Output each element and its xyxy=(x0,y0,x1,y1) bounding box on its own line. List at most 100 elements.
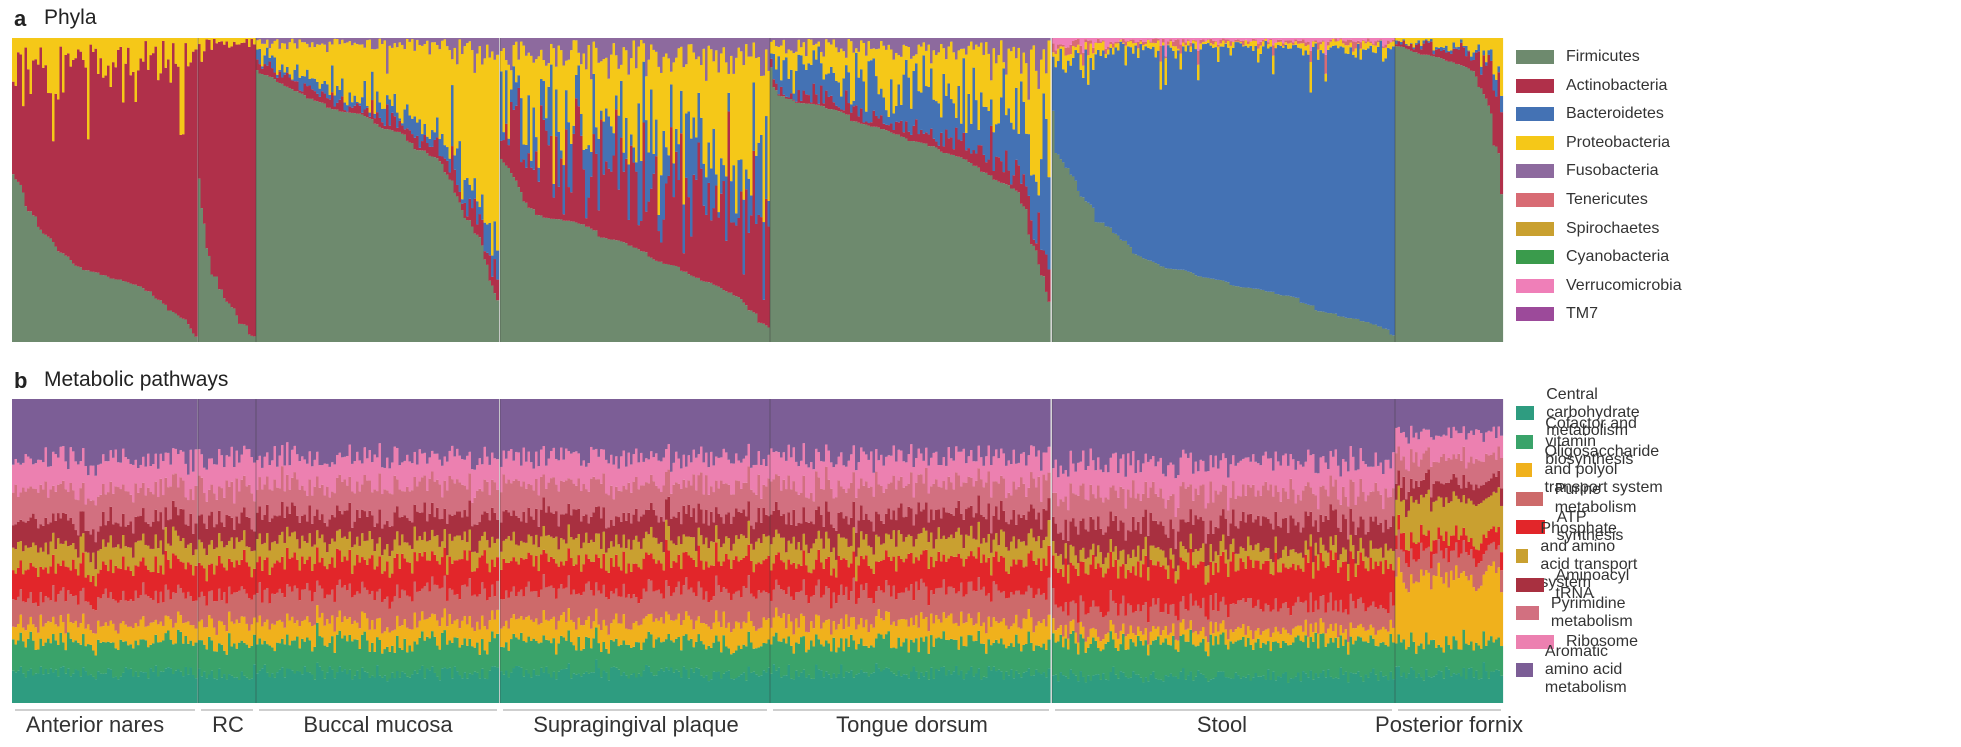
bar-segment xyxy=(680,90,684,134)
bar-segment xyxy=(897,122,901,135)
bar-segment xyxy=(930,63,934,69)
bar-segment xyxy=(1035,181,1039,244)
bar-segment xyxy=(1377,38,1381,41)
bar-segment xyxy=(266,65,270,76)
bar-segment xyxy=(770,67,774,342)
bar-segment xyxy=(1362,39,1366,41)
bar-segment xyxy=(542,60,546,82)
bar-segment xyxy=(972,38,976,50)
bar-segment xyxy=(575,509,579,539)
bar-segment xyxy=(283,542,287,570)
bar-segment xyxy=(466,220,470,342)
bar-segment xyxy=(225,399,229,456)
bar-segment xyxy=(189,640,193,668)
bar-segment xyxy=(1329,41,1333,48)
bar-segment xyxy=(685,271,689,342)
bar-segment xyxy=(505,590,509,621)
bar-segment xyxy=(1127,46,1131,245)
bar-segment xyxy=(1059,48,1063,160)
bar-segment xyxy=(845,65,849,91)
bar-segment xyxy=(443,399,447,457)
bar-segment xyxy=(388,125,392,130)
bar-segment xyxy=(147,453,151,488)
bar-segment xyxy=(371,492,375,516)
bar-segment xyxy=(635,38,639,69)
bar-segment xyxy=(897,55,901,85)
bar-segment xyxy=(1167,44,1171,46)
bar-segment xyxy=(1322,53,1326,312)
bar-segment xyxy=(89,271,93,342)
bar-segment xyxy=(12,599,16,627)
bar-segment xyxy=(1000,161,1004,183)
bar-segment xyxy=(1450,61,1454,342)
bar-segment xyxy=(12,464,16,493)
bar-segment xyxy=(1037,264,1041,342)
bar-segment xyxy=(436,137,440,159)
bar-segment xyxy=(306,86,310,99)
bar-segment xyxy=(547,482,551,507)
bar-segment xyxy=(880,88,884,116)
bar-segment xyxy=(203,568,207,597)
bar-segment xyxy=(800,47,804,56)
bar-segment xyxy=(1349,47,1353,319)
bar-segment xyxy=(47,597,51,622)
bar-segment xyxy=(1317,49,1321,60)
bar-segment xyxy=(102,38,106,78)
bar-segment xyxy=(137,566,141,598)
bar-segment xyxy=(797,38,801,40)
bar-segment xyxy=(1457,38,1461,47)
bar-segment xyxy=(987,159,991,176)
bar-segment xyxy=(522,596,526,620)
bar-segment xyxy=(797,39,801,55)
bar-segment xyxy=(827,96,831,110)
bar-segment xyxy=(860,108,864,124)
bar-segment xyxy=(263,559,267,590)
bar-segment xyxy=(281,77,285,84)
bar-segment xyxy=(1384,58,1388,329)
bar-segment xyxy=(346,38,350,43)
bar-segment xyxy=(328,666,332,703)
bar-segment xyxy=(421,631,425,666)
bar-segment xyxy=(1209,45,1213,279)
bar-segment xyxy=(1354,42,1358,49)
bar-segment xyxy=(139,639,143,672)
bar-segment xyxy=(328,38,332,42)
bar-segment xyxy=(1477,51,1481,87)
bar-segment xyxy=(381,38,385,45)
bar-segment xyxy=(662,130,666,220)
bar-segment xyxy=(172,38,176,44)
bar-segment xyxy=(381,677,385,703)
bar-segment xyxy=(860,40,864,70)
bar-segment xyxy=(273,399,277,447)
bar-segment xyxy=(617,68,621,116)
bar-segment xyxy=(184,635,188,667)
bar-segment xyxy=(373,123,377,342)
bar-segment xyxy=(39,229,43,342)
bar-segment xyxy=(1159,45,1163,62)
bar-segment xyxy=(832,38,836,40)
bar-segment xyxy=(102,454,106,484)
bar-segment xyxy=(363,631,367,672)
bar-segment xyxy=(1327,45,1331,50)
bar-segment xyxy=(468,473,472,501)
bar-segment xyxy=(296,670,300,703)
bar-segment xyxy=(752,312,756,342)
bar-segment xyxy=(1072,41,1076,46)
bar-segment xyxy=(917,141,921,342)
bar-segment xyxy=(1159,61,1163,90)
bar-segment xyxy=(532,209,536,342)
bar-segment xyxy=(515,180,519,342)
bar-segment xyxy=(496,667,500,703)
bar-segment xyxy=(408,677,412,703)
bar-segment xyxy=(687,111,691,198)
bar-segment xyxy=(24,47,28,207)
bar-segment xyxy=(982,154,986,173)
bar-segment xyxy=(1234,42,1238,287)
bar-segment xyxy=(800,55,804,101)
bar-segment xyxy=(832,109,836,342)
bar-segment xyxy=(1420,54,1424,342)
bar-segment xyxy=(323,542,327,567)
bar-segment xyxy=(213,38,217,277)
bar-segment xyxy=(1297,47,1301,298)
bar-segment xyxy=(1054,53,1058,68)
